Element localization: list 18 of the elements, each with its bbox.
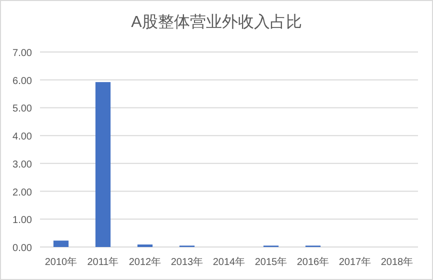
y-tick-label: 5.00: [12, 104, 32, 115]
x-tick-label: 2016年: [296, 256, 330, 268]
y-tick-label: 3.00: [12, 159, 32, 170]
x-tick-label: 2015年: [254, 256, 288, 268]
x-tick-label: 2018年: [380, 256, 414, 268]
y-tick-label: 1.00: [12, 215, 32, 226]
y-tick-label: 2.00: [12, 187, 32, 198]
x-tick-label: 2011年: [87, 256, 119, 268]
y-tick-label: 6.00: [12, 76, 32, 87]
y-tick-label: 7.00: [12, 48, 32, 59]
x-tick-label: 2014年: [212, 256, 246, 268]
y-tick-label: 0.00: [12, 243, 32, 254]
x-tick-label: 2017年: [338, 256, 372, 268]
x-tick-label: 2010年: [44, 256, 78, 268]
chart-title: A股整体营业外收入占比: [131, 13, 302, 31]
x-tick-label: 2013年: [170, 256, 204, 268]
y-tick-label: 4.00: [12, 132, 32, 143]
x-tick-label: 2012年: [128, 256, 162, 268]
